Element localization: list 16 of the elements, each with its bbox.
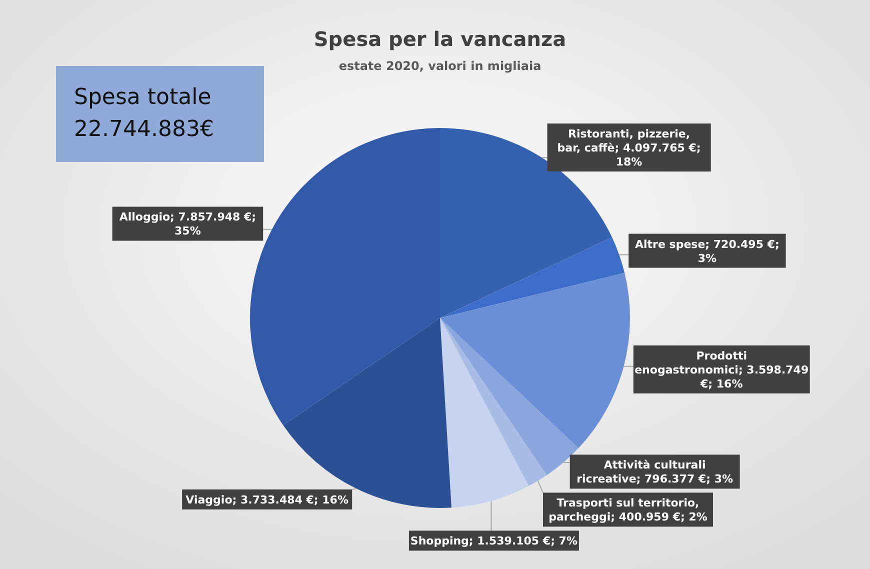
pie-slice xyxy=(440,237,625,318)
slice-label: Viaggio; 3.733.484 €; 16% xyxy=(186,493,348,506)
text: Spesa totale 22.744.883€ xyxy=(74,85,214,142)
pie-slice xyxy=(440,318,529,508)
chart-subtitle: estate 2020, valori in migliaia xyxy=(338,59,542,73)
slice-label: Prodotti enogastronomici; 3.598.749 €; 16% xyxy=(634,349,809,390)
slice-label: Alloggio; 7.857.948 €; 35% xyxy=(119,210,256,238)
slice-label: Ristoranti, pizzerie, bar, caffè; 4.097.765 €; 18% xyxy=(557,128,701,168)
slice-label: Shopping; 1.539.105 €; 7% xyxy=(410,534,578,548)
pie-slice xyxy=(440,272,630,448)
pie-slice xyxy=(440,318,578,476)
slice-label: Altre spese; 720.495 €; 3% xyxy=(635,238,780,265)
slice-label: Trasporti sul territorio, parcheggi; 400.959 €; 2% xyxy=(548,496,708,524)
pie-slice xyxy=(440,318,547,486)
chart-title: Spesa per la vancanza xyxy=(314,27,566,51)
slice-label: Attività culturali ricreative; 796.377 €; 3% xyxy=(576,458,734,486)
